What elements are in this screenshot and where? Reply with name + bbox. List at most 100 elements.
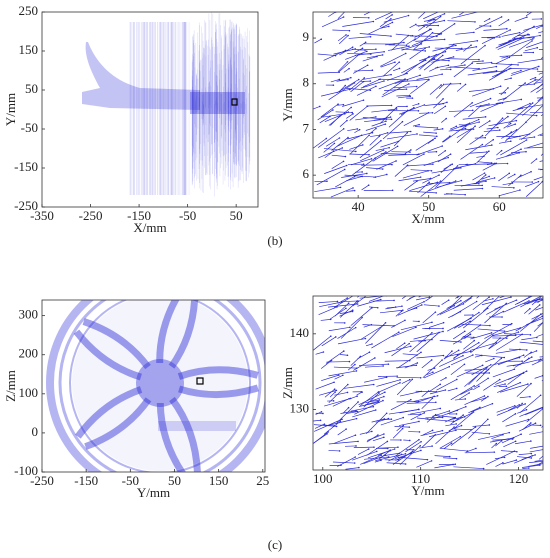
vector [419,445,433,449]
rim [58,300,262,472]
vector-head [452,56,455,58]
vector-head [423,300,425,303]
plot-content [313,296,543,470]
vector-head [495,70,498,72]
vector [514,296,534,305]
vector-head [369,35,372,38]
vector [399,445,421,465]
vector [433,106,446,115]
vector [533,322,543,332]
vector [376,160,397,170]
vector-head [375,127,377,130]
vector-head [330,335,332,337]
vector [362,324,395,327]
x-axis-label: Y/mm [137,485,170,500]
vector [495,152,520,160]
vector [360,324,384,340]
vector [521,337,537,341]
vector-head [402,416,405,419]
vector-head [489,25,492,27]
vector [351,451,377,461]
vector [336,134,362,147]
vector [396,379,413,396]
vector [365,322,386,344]
vector-head [428,55,430,58]
vector-head [420,43,423,45]
vector [432,32,442,35]
vector-head [335,425,338,428]
vector-head [398,459,400,461]
vector-head [388,25,390,28]
vector [359,48,376,51]
vector-head [519,327,522,329]
vector [453,62,473,78]
vector [468,372,482,386]
vector [349,77,365,91]
vector [320,318,331,321]
vector-head [346,354,349,357]
vector [334,374,343,380]
vector [410,412,425,421]
vector-head [471,109,474,112]
vector-head [540,313,542,315]
vector [412,103,419,107]
caption: (c) [268,537,282,552]
vector-head [394,61,396,64]
vector [508,102,533,124]
vector [357,448,369,455]
vector [320,89,350,97]
vector-head [453,43,455,46]
vector-head [435,390,438,393]
vector [491,434,504,439]
vector [530,445,543,449]
vector [503,333,531,336]
vector-head [420,304,423,306]
vector [450,363,465,376]
vector [456,125,476,144]
vector-head [517,64,519,66]
vector-head [423,104,426,106]
vector [450,385,475,401]
vector [364,456,389,460]
vector-head [473,31,475,34]
vector [452,334,471,345]
vector [474,355,482,358]
vector-head [446,101,448,104]
vector [494,456,505,460]
vector-head [436,181,439,184]
spoke [156,402,187,472]
vector [331,161,344,169]
vector-head [344,155,347,158]
vector [443,442,452,450]
vector [360,149,384,162]
vector [447,58,479,60]
vector [384,360,410,362]
spoke [84,397,152,450]
vector-head [356,300,358,302]
vector [493,383,506,387]
vector [337,338,366,345]
vector [429,384,441,392]
vector-head [416,180,418,182]
vector-head [502,310,505,313]
vector [365,343,373,347]
vector [498,189,520,197]
vector-head [424,59,427,62]
vector [370,134,380,137]
vector-head [364,41,367,44]
vector-head [385,118,388,120]
vector [363,454,386,464]
vector-head [484,397,487,399]
vector [519,313,542,332]
vector [332,29,350,32]
vector [313,106,320,110]
vector [501,32,520,37]
vector-head [366,64,369,67]
vector-head [453,416,456,419]
vector [480,102,501,112]
vector [475,103,490,108]
vector-head [435,401,437,404]
vector [498,41,510,46]
vector-head [354,48,357,50]
vector [313,424,337,427]
